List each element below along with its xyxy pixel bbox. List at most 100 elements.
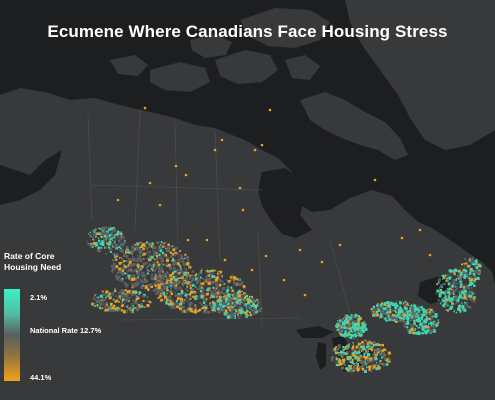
ecumene-cell [95,232,98,235]
ecumene-cell [188,293,191,296]
ecumene-cell [226,290,229,294]
ecumene-cell [343,326,345,328]
ecumene-cell [163,282,166,285]
ecumene-cell [432,328,435,330]
ecumene-cell [239,291,242,293]
ecumene-cell [96,304,99,307]
ecumene-cell [434,322,437,325]
ecumene-cell [358,347,360,349]
ecumene-cell [386,301,390,304]
ecumene-cell [372,367,374,370]
ecumene-cell [424,318,426,321]
ecumene-cell [374,355,377,359]
ecumene-cell [342,317,344,320]
canada-mainland [0,98,495,400]
ecumene-cell [454,285,457,288]
ecumene-cell [201,307,204,310]
ecumene-cell [353,327,356,330]
ecumene-cell [217,307,220,311]
ecumene-cell [106,234,109,237]
ecumene-cell [99,294,103,298]
ecumene-cell [346,351,349,354]
ecumene-cell [355,356,359,360]
ecumene-cell [366,366,368,369]
ecumene-cell [98,243,100,246]
ecumene-cell [121,298,125,302]
ecumene-cell [463,295,467,299]
ecumene-cell [380,349,383,352]
ecumene-cell [470,281,474,285]
ecumene-cell [127,252,129,255]
ecumene-cell [336,361,339,364]
ecumene-cell [179,307,183,311]
ecumene-cell [237,313,239,316]
ecumene-cell [237,298,241,302]
ecumene-cell [172,282,175,285]
ecumene-cell [97,232,101,235]
ecumene-cell [226,305,230,309]
greenland [345,0,495,150]
ecumene-cell [167,247,169,249]
ecumene-cell [248,307,250,309]
ecumene-cell [472,299,476,303]
ecumene-cell [251,308,254,310]
ecumene-cell [428,322,430,325]
ecumene-cell [399,316,402,320]
ecumene-cell [130,311,133,314]
ecumene-cell [439,288,443,292]
ecumene-cell [359,355,362,358]
ecumene-cell [258,309,262,313]
ecumene-cell [427,326,430,329]
ecumene-cell [345,323,349,327]
ecumene-cell [406,329,410,332]
ecumene-cell [134,282,137,286]
ecumene-cell [133,300,137,304]
ecumene-cell [445,280,448,282]
ecumene-cell [425,317,429,321]
ecumene-cell [134,282,136,284]
ecumene-cell [341,351,345,355]
ecumene-cell [448,307,452,310]
ecumene-cell [207,277,209,280]
ecumene-cell [338,353,342,356]
ecumene-cell [169,290,172,293]
ecumene-cell [152,245,155,248]
ecumene-cell [126,309,128,311]
ecumene-cell [116,231,120,235]
ecumene-cell [364,339,366,341]
ecumene-cell [162,295,164,297]
ecumene-cell [231,274,233,277]
ecumene-cell [394,306,398,310]
ecumene-cell [354,334,357,337]
ecumene-cell [172,259,175,262]
ecumene-cell [373,305,376,308]
ecumene-cell [363,321,366,324]
ecumene-cell [144,252,148,255]
ecumene-cell [253,298,255,300]
ecumene-cell [468,264,471,267]
ecumene-cell [408,330,412,334]
ecumene-cell [201,292,205,296]
ecumene-cell [123,267,127,270]
ecumene-cell [452,297,455,299]
ecumene-cell [155,280,158,283]
ecumene-cell [115,276,118,280]
ecumene-cell [465,262,468,265]
ecumene-cell [179,269,182,273]
ecumene-cell [90,244,94,248]
ecumene-cell [193,306,196,308]
ecumene-cell [456,277,458,279]
ecumene-cell [181,309,185,313]
ecumene-cell [453,310,455,313]
ecumene-cell [108,306,111,310]
ecumene-cell [122,237,125,240]
ecumene-cell [167,247,171,250]
ecumene-cell [98,249,102,253]
ecumene-cell [134,275,136,277]
ecumene-cell [349,361,352,364]
ecumene-cell [107,237,110,240]
ecumene-cell [163,294,166,297]
ecumene-cell [435,292,437,294]
ecumene-cell [395,311,398,314]
ecumene-cell [99,242,103,246]
